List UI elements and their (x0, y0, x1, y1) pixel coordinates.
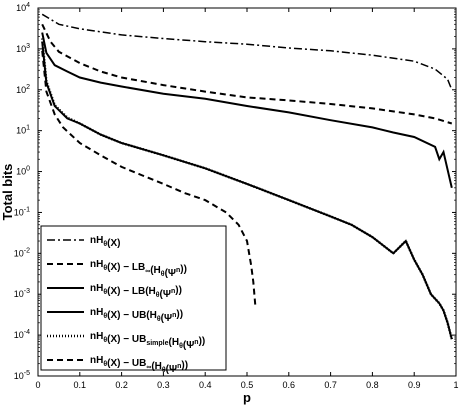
x-tick-label-0: 0 (35, 380, 40, 390)
x-tick-label-8: 0.8 (366, 380, 379, 390)
x-axis-title: p (243, 390, 251, 405)
y-tick-label-7: 102 (16, 84, 30, 95)
legend-box (40, 225, 227, 371)
y-tick-label-6: 101 (16, 125, 30, 136)
series-line-1 (41, 13, 453, 91)
legend-label-4: nHθ(X) − UB(Hθ(Ψn)) (90, 307, 183, 324)
x-tick-label-1: 0.1 (74, 380, 87, 390)
x-tick-label-6: 0.6 (283, 380, 296, 390)
y-tick-label-1: 10-4 (14, 329, 30, 340)
x-tick-labels: 0 0.1 0.2 0.3 0.4 0.5 0.6 0.7 0.8 0.9 1 (35, 380, 458, 390)
x-tick-label-2: 0.2 (115, 380, 128, 390)
y-tick-label-4: 10-1 (14, 206, 30, 217)
x-tick-label-5: 0.5 (241, 380, 254, 390)
legend-label-3: nHθ(X) − LB(Hθ(Ψn)) (90, 283, 182, 300)
x-tick-label-7: 0.7 (324, 380, 337, 390)
legend: nHθ(X) nHθ(X) − LB∞(Hθ(Ψn)) nHθ(X) − LB(Hθ… (40, 225, 227, 375)
series-line-3 (41, 32, 453, 189)
x-tick-label-9: 0.9 (408, 380, 421, 390)
y-axis-title: Total bits (0, 164, 15, 221)
series-layer (40, 13, 454, 340)
y-tick-label-0: 10-5 (14, 370, 30, 381)
series-line-2 (41, 23, 453, 125)
series-line-6 (41, 50, 257, 307)
legend-label-6: nHθ(X) − UB∞(Hθ(Ψn)) (90, 355, 188, 375)
x-tick-label-10: 1 (453, 380, 458, 390)
y-tick-label-3: 10-2 (14, 247, 30, 258)
y-tick-label-5: 100 (16, 166, 30, 177)
tick-layer (37, 7, 457, 377)
legend-label-5: nHθ(X) − UBsimple(Hθ(Ψn)) (90, 331, 205, 351)
y-tick-label-2: 10-3 (14, 288, 30, 299)
y-tick-labels: 10-5 10-4 10-3 10-2 10-1 100 101 102 103 104 (14, 2, 30, 381)
legend-label-1: nHθ(X) (90, 235, 120, 249)
x-tick-label-3: 0.3 (157, 380, 170, 390)
legend-label-2: nHθ(X) − LB∞(Hθ(Ψn)) (90, 259, 187, 279)
x-tick-label-4: 0.4 (199, 380, 212, 390)
y-tick-label-9: 104 (16, 2, 30, 13)
y-tick-label-8: 103 (16, 43, 30, 54)
series-line-4 (41, 41, 453, 340)
